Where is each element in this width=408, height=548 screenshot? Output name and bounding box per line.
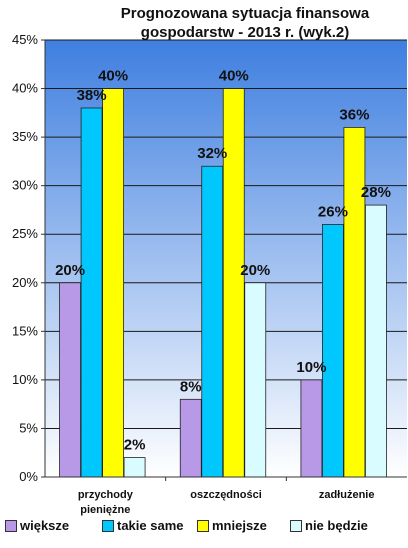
bar <box>80 107 103 478</box>
y-tick-label: 25% <box>12 226 38 241</box>
x-tick-label: oszczędności <box>190 489 262 501</box>
y-tick-label: 40% <box>12 81 38 96</box>
data-label: 20% <box>55 262 85 279</box>
bar <box>179 398 202 478</box>
data-label: 36% <box>339 106 369 123</box>
data-labels: 20% 38% 40% 2% 8% 32% 40% 20% 10% 26% 36% 28% <box>55 68 391 454</box>
legend-label: większe <box>20 518 70 533</box>
legend-label: takie same <box>117 518 184 533</box>
bar <box>201 165 224 478</box>
bar <box>365 204 387 478</box>
bars <box>59 88 387 478</box>
chart-title: Prognozowana sytuacja finansowa gospodar… <box>120 5 370 41</box>
legend-swatch <box>5 519 17 532</box>
y-tick-label: 35% <box>12 129 38 144</box>
data-label: 32% <box>197 145 227 162</box>
data-label: 40% <box>98 68 128 85</box>
data-label: 8% <box>180 378 202 395</box>
bar <box>123 457 146 478</box>
y-tick-label: 10% <box>12 372 38 387</box>
legend-item: mniejsze <box>197 518 267 533</box>
y-tick-labels: 0% 5% 10% 15% 20% 25% 30% 35% 40% 45% <box>12 32 45 484</box>
y-tick-label: 0% <box>19 469 38 484</box>
y-tick-label: 20% <box>12 275 38 290</box>
bar <box>322 224 344 478</box>
y-tick-label: 15% <box>12 323 38 338</box>
data-label: 10% <box>296 359 326 376</box>
bar <box>102 88 124 478</box>
data-label: 2% <box>124 437 146 454</box>
bar <box>59 282 81 478</box>
x-tick-label: zadłużenie <box>319 489 375 501</box>
x-tick-labels: przychody pieniężne oszczędności zadłużenie <box>78 477 375 516</box>
y-tick-label: 5% <box>19 420 38 435</box>
bar <box>300 379 323 478</box>
bar <box>244 282 267 478</box>
legend-swatch <box>290 519 302 532</box>
y-tick-label: 45% <box>12 32 38 47</box>
legend-item: większe <box>5 518 69 533</box>
data-label: 38% <box>77 87 107 104</box>
x-tick-label: przychody pieniężne <box>78 489 134 516</box>
legend-swatch <box>197 519 209 532</box>
legend: większe takie same mniejsze nie będzie <box>0 514 408 538</box>
data-label: 40% <box>219 68 249 85</box>
data-label: 26% <box>318 204 348 221</box>
legend-item: nie będzie <box>290 518 368 533</box>
legend-label: mniejsze <box>212 518 267 533</box>
legend-item: takie same <box>102 518 184 533</box>
legend-swatch <box>102 519 114 532</box>
data-label: 20% <box>240 262 270 279</box>
data-label: 28% <box>361 184 391 201</box>
legend-label: nie będzie <box>305 518 368 533</box>
bar <box>343 127 366 478</box>
y-tick-label: 30% <box>12 178 38 193</box>
